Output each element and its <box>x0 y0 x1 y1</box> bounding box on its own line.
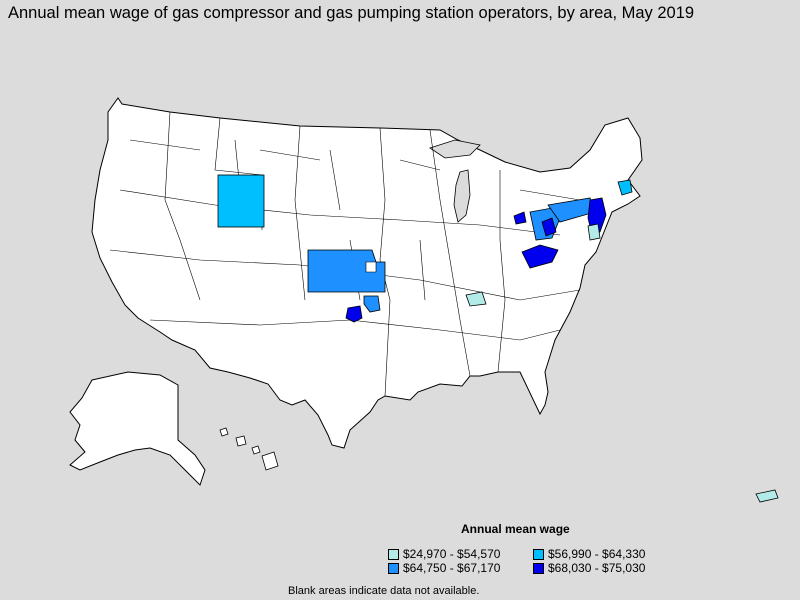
legend-label-4: $68,030 - $75,030 <box>548 561 646 575</box>
legend-item-4: $68,030 - $75,030 <box>533 561 645 575</box>
area-wyoming <box>217 174 265 228</box>
legend-item-2: $56,990 - $64,330 <box>533 547 645 561</box>
alaska-outline <box>69 371 206 486</box>
legend-swatch-2 <box>533 548 544 560</box>
area-kansas <box>307 249 386 293</box>
puerto-rico <box>755 489 779 503</box>
area-kansas-hole <box>365 261 377 273</box>
legend-label-3: $64,750 - $67,170 <box>403 561 501 575</box>
legend-label-2: $56,990 - $64,330 <box>548 547 646 561</box>
area-borders <box>109 111 581 397</box>
legend-title: Annual mean wage <box>461 522 570 536</box>
legend-label-1: $24,970 - $54,570 <box>403 547 501 561</box>
area-tulsa <box>363 295 381 313</box>
area-erie <box>513 211 527 225</box>
data-availability-note: Blank areas indicate data not available. <box>288 585 480 597</box>
legend-item-1: $24,970 - $54,570 <box>388 547 500 561</box>
area-kentucky <box>465 291 487 307</box>
legend-swatch-4 <box>533 562 544 574</box>
hawaii-islands <box>219 427 279 471</box>
area-delaware <box>587 223 601 241</box>
area-massachusetts <box>617 179 633 196</box>
legend-item-3: $64,750 - $67,170 <box>388 561 500 575</box>
area-oklahoma-city <box>345 305 363 323</box>
lake-michigan <box>453 169 471 223</box>
lake-superior <box>429 139 481 159</box>
area-mid-atlantic <box>541 217 557 237</box>
area-west-virginia <box>521 244 559 269</box>
map-title: Annual mean wage of gas compressor and g… <box>8 4 695 22</box>
legend-swatch-3 <box>388 562 399 574</box>
legend-swatch-1 <box>388 548 399 560</box>
